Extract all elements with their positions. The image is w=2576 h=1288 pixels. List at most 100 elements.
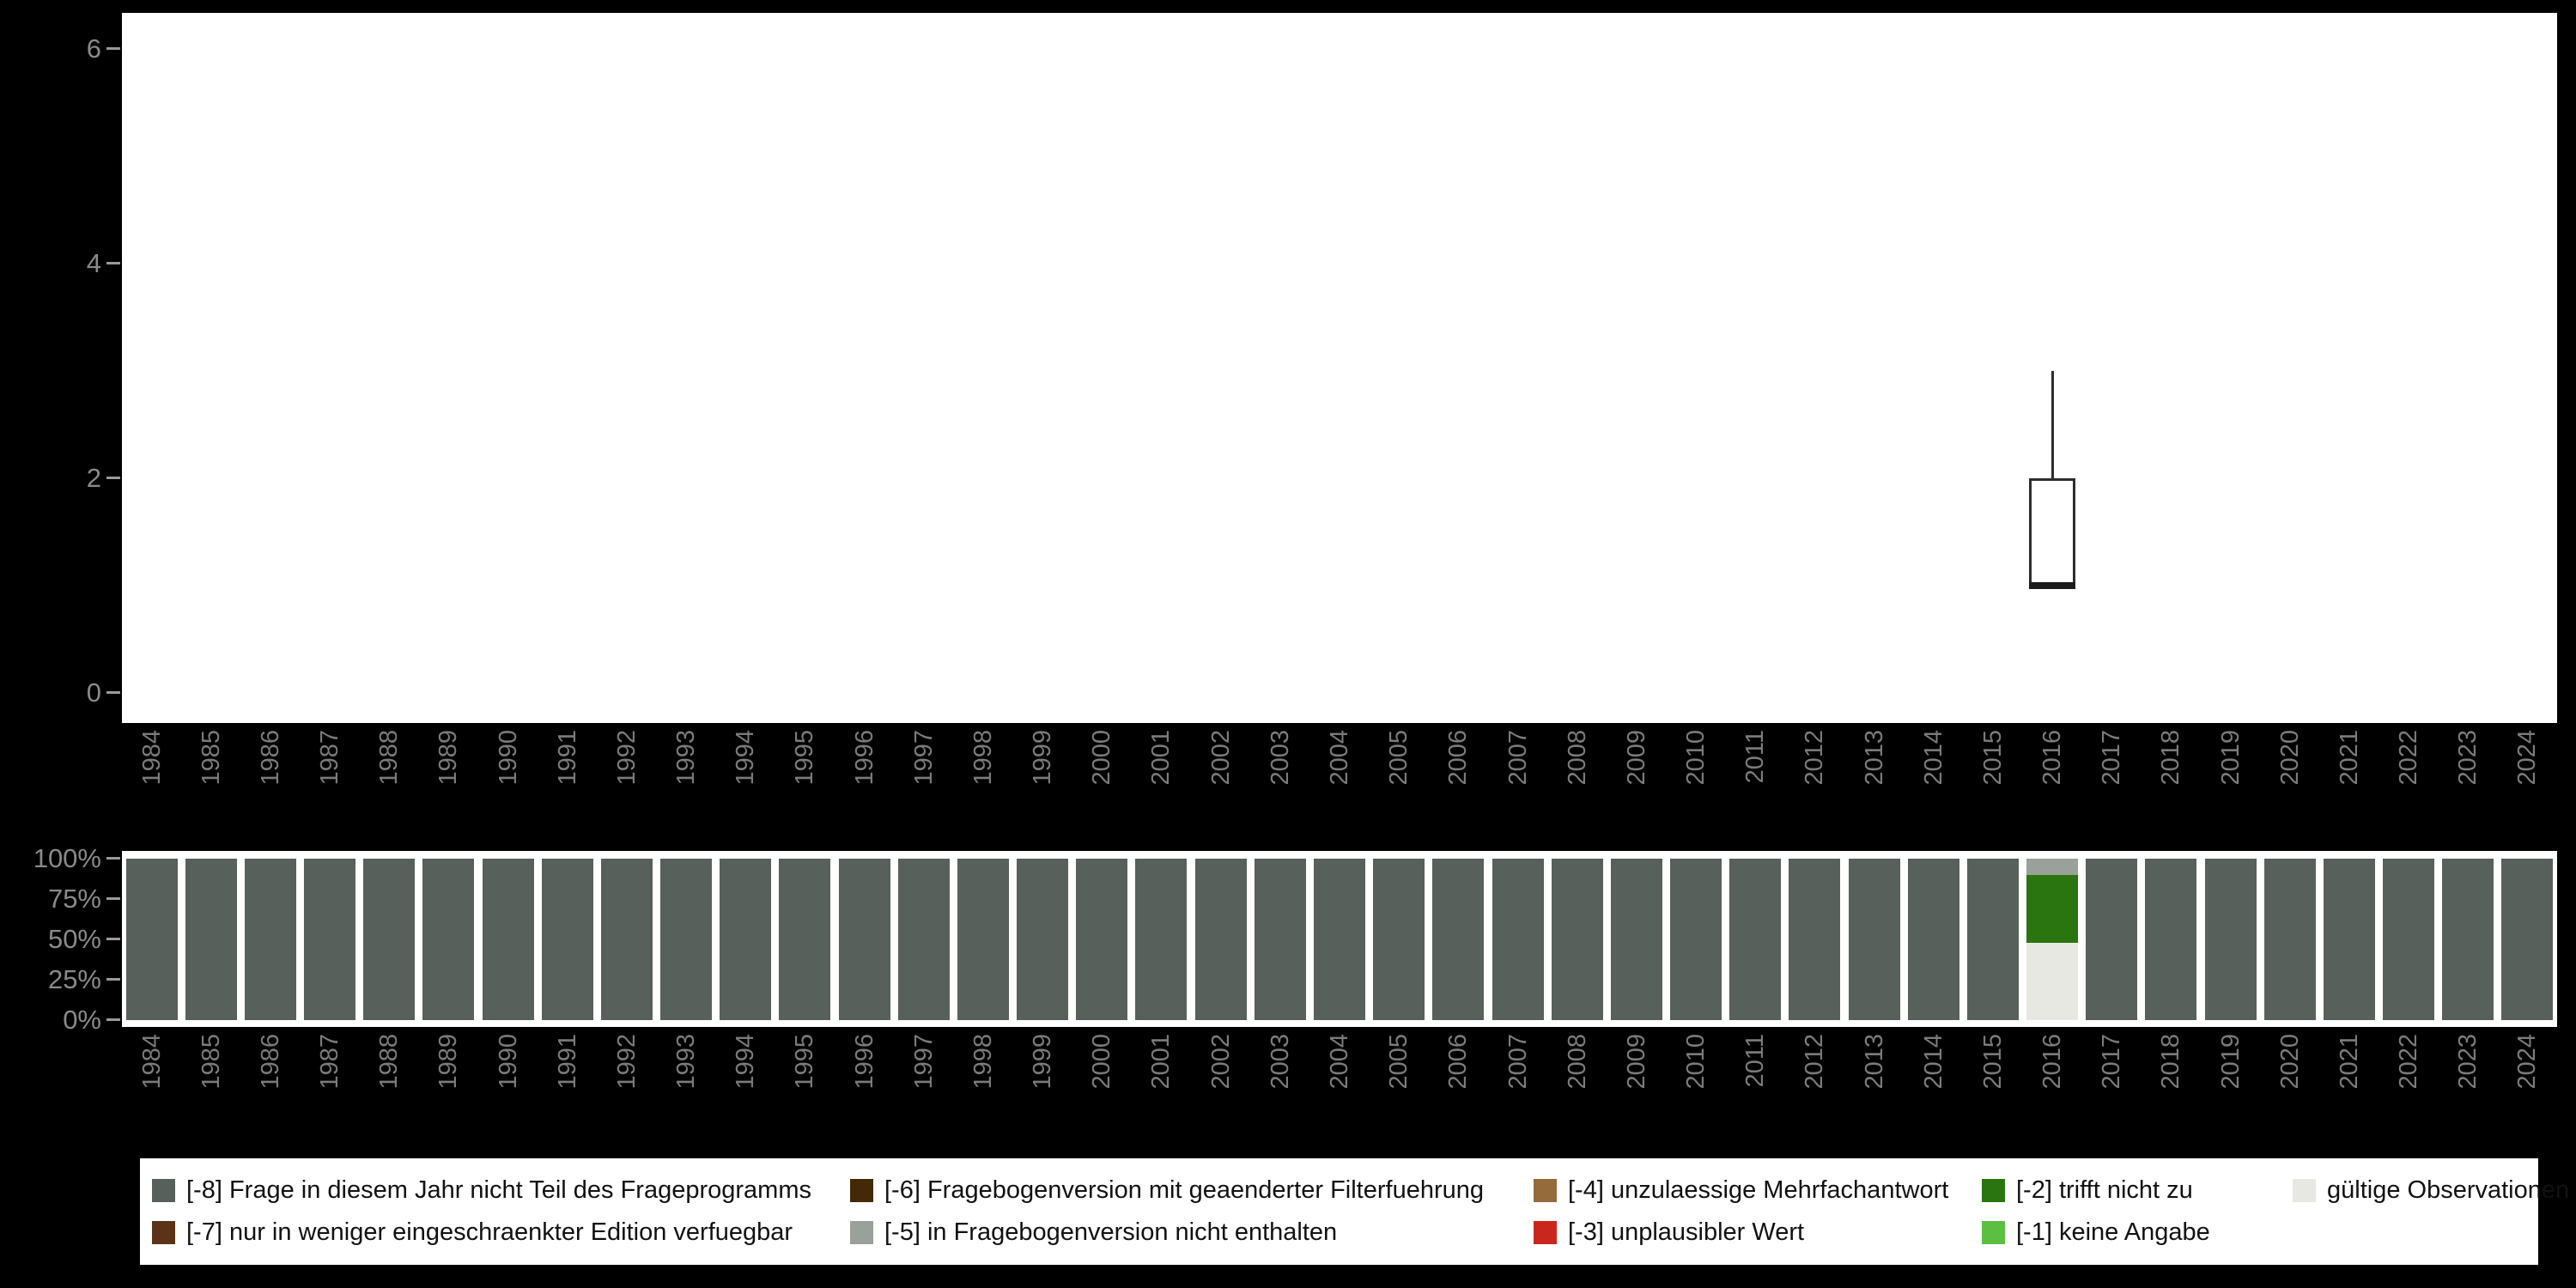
- x-axis-year-label: 2012: [1801, 730, 1829, 786]
- x-axis-year-label: 1997: [909, 1034, 938, 1090]
- bar-segment--8: [1492, 859, 1544, 1020]
- x-axis-year-label: 1985: [197, 1034, 225, 1090]
- year-bar-1992[interactable]: [600, 859, 653, 1020]
- x-axis-year-label: 2017: [2098, 1034, 2126, 1090]
- year-bar-2006[interactable]: [1432, 859, 1485, 1020]
- year-bar-2012[interactable]: [1789, 859, 1841, 1020]
- x-axis-year-label: 2009: [1622, 730, 1650, 786]
- legend-swatch--6: [850, 1179, 873, 1202]
- year-bar-2024[interactable]: [2501, 859, 2554, 1020]
- year-bar-2007[interactable]: [1492, 859, 1544, 1020]
- year-bar-2021[interactable]: [2323, 859, 2375, 1020]
- x-axis-year-label: 2004: [1326, 730, 1353, 786]
- year-bar-2001[interactable]: [1135, 859, 1188, 1020]
- y-axis-tick-mark: [106, 857, 120, 860]
- bar-segment--2: [2026, 874, 2079, 943]
- year-bar-2020[interactable]: [2263, 859, 2316, 1020]
- bar-segment--8: [2204, 859, 2257, 1020]
- y-axis-tick-mark: [106, 897, 120, 900]
- bar-segment--8: [125, 859, 178, 1020]
- year-bar-1999[interactable]: [1017, 859, 1069, 1020]
- x-axis-year-label: 2024: [2513, 1034, 2542, 1090]
- y-axis-tick-label: 50%: [47, 924, 101, 954]
- year-bar-1995[interactable]: [779, 859, 831, 1020]
- year-bar-1986[interactable]: [244, 859, 296, 1020]
- legend-label: [-3] unplausibler Wert: [1568, 1218, 1805, 1246]
- year-bar-2018[interactable]: [2145, 859, 2197, 1020]
- year-bar-2022[interactable]: [2383, 859, 2435, 1020]
- year-bar-1993[interactable]: [660, 859, 713, 1020]
- y-axis-tick-mark: [106, 262, 120, 264]
- bar-segment--8: [2383, 859, 2435, 1020]
- y-axis-tick-mark: [106, 938, 120, 940]
- year-bar-2010[interactable]: [1670, 859, 1722, 1020]
- x-axis-year-label: 2005: [1385, 1034, 1413, 1090]
- year-bar-2013[interactable]: [1848, 859, 1900, 1020]
- boxplot-box[interactable]: [2029, 478, 2076, 586]
- bar-segment--8: [897, 859, 950, 1020]
- year-bar-2003[interactable]: [1254, 859, 1306, 1020]
- x-axis-year-label: 1995: [791, 730, 819, 786]
- x-axis-year-label: 2020: [2275, 730, 2304, 786]
- year-bar-2005[interactable]: [1373, 859, 1425, 1020]
- year-bar-2008[interactable]: [1551, 859, 1603, 1020]
- year-bar-1994[interactable]: [720, 859, 772, 1020]
- legend-item-valid: gültige Observationen: [2293, 1176, 2569, 1205]
- bar-segment--8: [838, 859, 890, 1020]
- y-axis-tick-label: 2: [86, 463, 101, 493]
- y-axis-tick-label: 0%: [63, 1005, 101, 1035]
- x-axis-year-label: 2011: [1741, 1034, 1770, 1088]
- x-axis-year-label: 1986: [256, 730, 284, 786]
- year-bar-1989[interactable]: [422, 859, 475, 1020]
- x-axis-year-label: 1999: [1029, 730, 1057, 786]
- year-bar-1998[interactable]: [957, 859, 1009, 1020]
- year-bar-2017[interactable]: [2086, 859, 2138, 1020]
- bar-segment--8: [2263, 859, 2316, 1020]
- x-axis-year-label: 2014: [1919, 730, 1947, 786]
- year-bar-1985[interactable]: [185, 859, 237, 1020]
- bar-segment--8: [2145, 859, 2197, 1020]
- year-bar-1987[interactable]: [304, 859, 356, 1020]
- year-bar-1991[interactable]: [541, 859, 593, 1020]
- x-axis-year-label: 1988: [375, 1034, 404, 1090]
- year-bar-1984[interactable]: [125, 859, 178, 1020]
- bar-segment--8: [541, 859, 593, 1020]
- x-axis-year-label: 2016: [2038, 730, 2067, 786]
- x-axis-year-label: 1987: [316, 730, 344, 786]
- bar-segment--8: [1017, 859, 1069, 1020]
- year-bar-1988[interactable]: [363, 859, 416, 1020]
- year-bar-1996[interactable]: [838, 859, 890, 1020]
- year-bar-2016[interactable]: [2026, 859, 2079, 1020]
- x-axis-year-label: 1987: [316, 1034, 344, 1090]
- year-bar-2015[interactable]: [1966, 859, 2019, 1020]
- x-axis-year-label: 1990: [494, 1034, 522, 1090]
- y-axis-tick-label: 0: [86, 677, 101, 708]
- legend-swatch--5: [850, 1221, 873, 1244]
- x-axis-year-label: 2009: [1622, 1034, 1650, 1090]
- x-axis-year-label: 2008: [1563, 730, 1591, 786]
- year-bar-2011[interactable]: [1729, 859, 1782, 1020]
- x-axis-year-label: 2006: [1444, 730, 1473, 786]
- x-axis-year-label: 2019: [2216, 730, 2245, 786]
- x-axis-year-label: 2014: [1919, 1034, 1947, 1090]
- year-bar-2023[interactable]: [2442, 859, 2494, 1020]
- bar-segment--8: [1789, 859, 1841, 1020]
- x-axis-year-label: 2007: [1504, 730, 1532, 786]
- year-bar-2019[interactable]: [2204, 859, 2257, 1020]
- x-axis-year-label: 2008: [1563, 1034, 1591, 1090]
- bar-segment--5: [2026, 859, 2079, 875]
- x-axis-year-label: 2015: [1978, 1034, 2007, 1090]
- x-axis-year-label: 1991: [553, 1034, 581, 1090]
- boxplot-whisker[interactable]: [2050, 371, 2054, 478]
- year-bar-2004[interactable]: [1314, 859, 1365, 1020]
- bar-segment--8: [482, 859, 534, 1020]
- year-bar-2014[interactable]: [1907, 859, 1959, 1020]
- x-axis-year-label: 1997: [909, 730, 938, 786]
- year-bar-1997[interactable]: [897, 859, 950, 1020]
- year-bar-1990[interactable]: [482, 859, 534, 1020]
- x-axis-year-label: 1998: [969, 730, 997, 786]
- x-axis-year-label: 2000: [1088, 730, 1116, 786]
- year-bar-2009[interactable]: [1610, 859, 1662, 1020]
- year-bar-2000[interactable]: [1076, 859, 1128, 1020]
- year-bar-2002[interactable]: [1194, 859, 1247, 1020]
